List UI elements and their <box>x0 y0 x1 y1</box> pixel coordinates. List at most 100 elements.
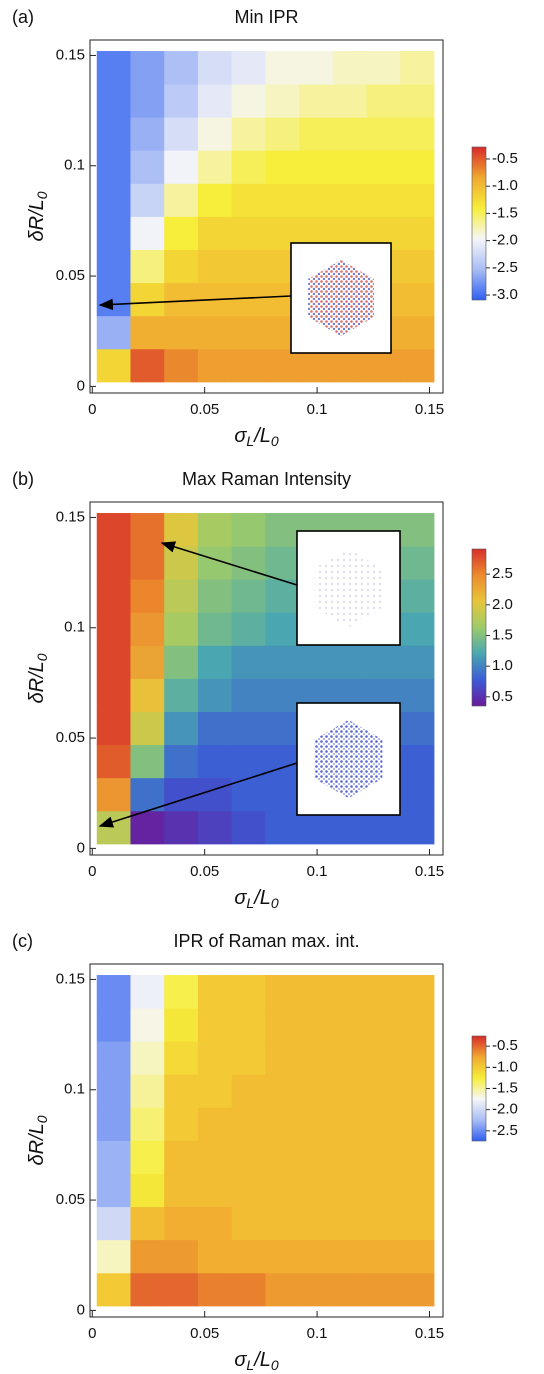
heatmap-cell <box>197 216 233 250</box>
heatmap-cell <box>231 1074 266 1108</box>
heatmap-cell <box>265 150 300 184</box>
heatmap-cell <box>400 711 435 746</box>
x-tick-label: 0.1 <box>307 401 328 418</box>
colorbar-tick-label: -1.5 <box>492 204 518 221</box>
heatmap-cell <box>164 777 199 812</box>
heatmap-cell <box>299 150 334 184</box>
heatmap-cell <box>130 1074 165 1108</box>
heatmap-cell <box>265 348 300 383</box>
x-axis-label-part: /L <box>252 887 271 909</box>
heatmap-cell <box>231 84 266 118</box>
heatmap-cell <box>164 1074 199 1108</box>
plot-frame <box>89 501 444 856</box>
heatmap-cell <box>332 1173 367 1208</box>
y-tick-label: 0 <box>77 377 85 394</box>
heatmap-cells <box>96 975 435 1307</box>
heatmap-cell <box>197 645 233 679</box>
heatmap-cell <box>400 282 435 317</box>
heatmap-cell <box>164 1272 199 1307</box>
heatmap-cell <box>400 51 435 85</box>
colorbar <box>471 146 487 301</box>
heatmap-cell <box>130 84 165 118</box>
heatmap-cell <box>96 678 131 712</box>
heatmap-cell <box>265 1239 300 1274</box>
heatmap-cell <box>332 645 367 679</box>
heatmap-cell <box>231 612 266 646</box>
heatmap-cell <box>130 1239 165 1274</box>
colorbar-tick-label: 2.0 <box>492 596 513 613</box>
colorbar-tick-label: -2.5 <box>492 259 518 276</box>
x-axis-label-part: σ <box>234 425 247 447</box>
heatmap-cell <box>265 645 300 679</box>
x-tick-label: 0.05 <box>190 863 219 880</box>
heatmap-cell <box>299 810 334 845</box>
x-axis-label-part: σ <box>234 1349 247 1371</box>
heatmap-cell <box>197 579 233 613</box>
chart-title: Min IPR <box>234 7 298 27</box>
x-axis-label-part: 0 <box>271 433 279 449</box>
heatmap-cell <box>164 612 199 646</box>
heatmap-cell <box>299 1206 334 1241</box>
y-tick-label: 0 <box>77 839 85 856</box>
heatmap-cell <box>96 612 131 646</box>
heatmap-cell <box>197 777 233 812</box>
x-tick-label: 0.15 <box>415 401 444 418</box>
heatmap-cell <box>96 84 131 118</box>
y-axis-label: δR/L0 <box>26 1115 49 1165</box>
heatmap-cell <box>231 1008 266 1042</box>
heatmap-cell <box>96 1008 131 1042</box>
annotation-arrow <box>160 541 298 586</box>
heatmap-cell <box>332 84 367 118</box>
annotation-arrow <box>98 295 292 311</box>
panel-label: (c) <box>12 931 33 951</box>
heatmap-cell <box>366 975 401 1009</box>
heatmap-cell <box>164 315 199 350</box>
heatmap-cell <box>400 975 435 1009</box>
heatmap-cell <box>130 1206 165 1241</box>
heatmap-cell <box>366 1140 401 1174</box>
heatmap-cell <box>130 645 165 679</box>
heatmap-cell <box>400 216 435 250</box>
heatmap-cell <box>231 777 266 812</box>
heatmap-cell <box>265 678 300 712</box>
colorbar-tick-label: -1.0 <box>492 1058 518 1075</box>
heatmap-cell <box>96 1206 131 1241</box>
colorbar-tick-label: -2.5 <box>492 1122 518 1139</box>
y-tick-label: 0.15 <box>56 46 85 63</box>
heatmap-cell <box>197 612 233 646</box>
heatmap-cell <box>197 513 233 547</box>
colorbar-tick-label: -3.0 <box>492 286 518 303</box>
y-axis-label-part: δR/L <box>26 661 48 703</box>
heatmap-cell <box>332 117 367 151</box>
y-tick-label: 0.1 <box>64 157 85 174</box>
plot-frame <box>89 39 444 394</box>
heatmap-cell <box>96 546 131 580</box>
x-axis-label-part: L <box>246 433 254 449</box>
heatmap-cell <box>231 1041 266 1075</box>
heatmap-cell <box>197 1041 233 1075</box>
x-axis-label-part: 0 <box>271 1357 279 1373</box>
heatmap-cell <box>400 645 435 679</box>
heatmap-cell <box>332 1206 367 1241</box>
heatmap-cell <box>130 975 165 1009</box>
heatmap-cell <box>332 1107 367 1141</box>
heatmap-cell <box>96 348 131 383</box>
heatmap-cell <box>96 1239 131 1274</box>
x-tick-label: 0.05 <box>190 401 219 418</box>
heatmap-cell <box>130 51 165 85</box>
heatmap-cell <box>130 315 165 350</box>
heatmap-cell <box>130 579 165 613</box>
heatmap-cell <box>265 84 300 118</box>
heatmap-cell <box>400 678 435 712</box>
heatmap-cell <box>265 975 300 1009</box>
heatmap-cell <box>265 777 300 812</box>
heatmap-cell <box>96 1140 131 1174</box>
heatmap-cell <box>231 249 266 284</box>
heatmap-cell <box>400 1272 435 1307</box>
colorbar-tick-label: -1.5 <box>492 1079 518 1096</box>
heatmap-cell <box>130 282 165 317</box>
heatmap-cell <box>332 1041 367 1075</box>
heatmap-cell <box>130 546 165 580</box>
y-tick-label: 0.05 <box>56 267 85 284</box>
